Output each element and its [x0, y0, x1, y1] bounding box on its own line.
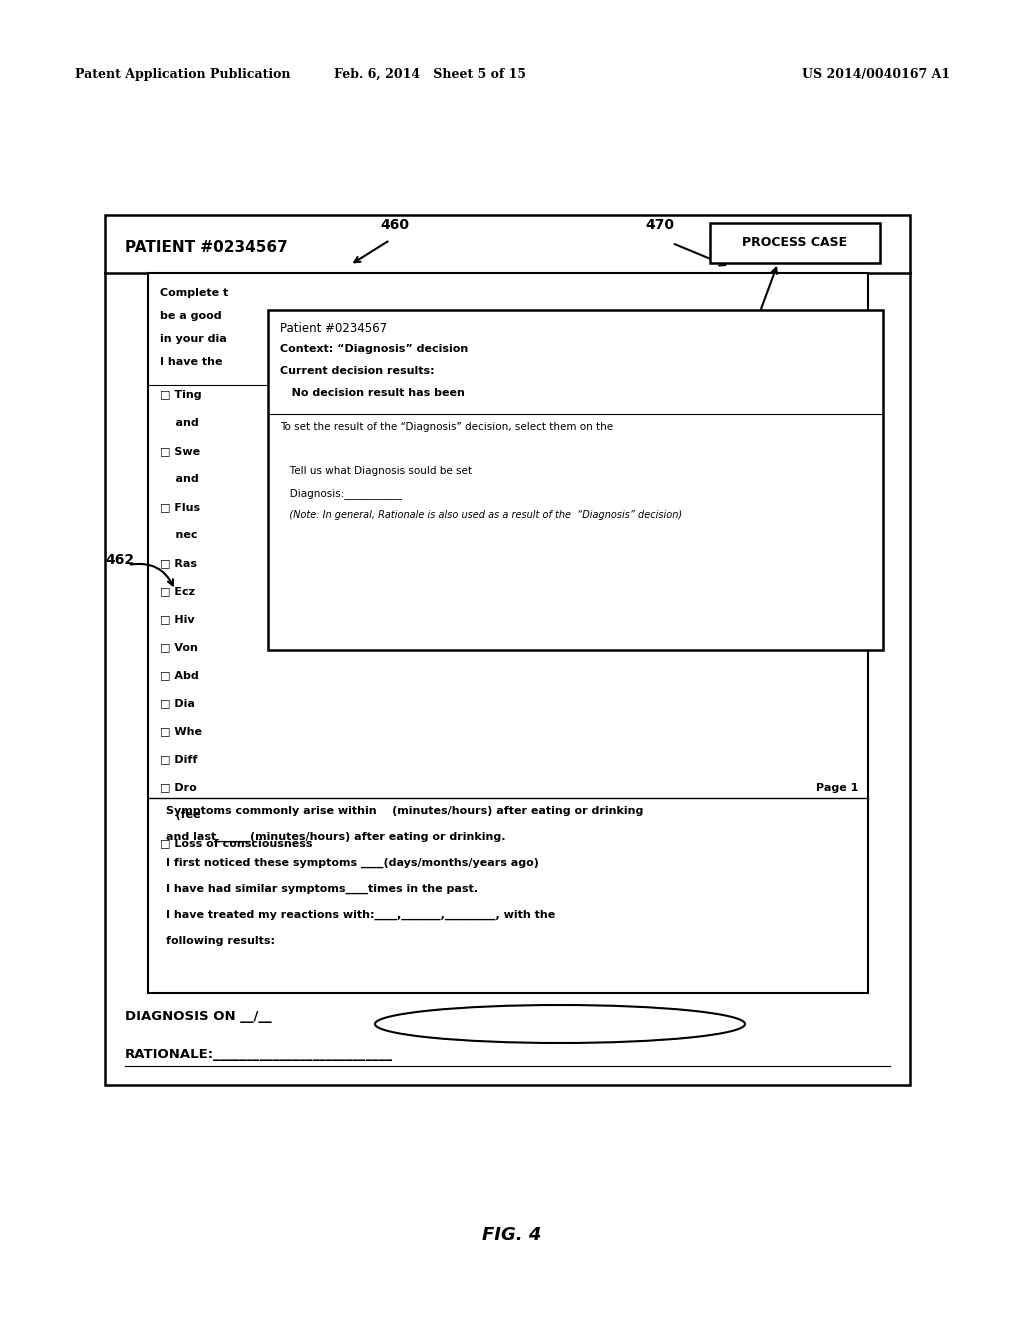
Text: I have treated my reactions with:____,_______,_________, with the: I have treated my reactions with:____,__… — [166, 909, 555, 920]
Text: To set the result of the “Diagnosis” decision, select them on the: To set the result of the “Diagnosis” dec… — [280, 422, 613, 432]
Bar — [268, 310, 883, 649]
Text: FIG. 4: FIG. 4 — [482, 1226, 542, 1243]
Bar — [105, 215, 910, 1085]
Text: Symptoms commonly arise within    (minutes/hours) after eating or drinking: Symptoms commonly arise within (minutes/… — [166, 807, 643, 816]
Text: □ Ras: □ Ras — [160, 558, 197, 568]
Text: Tell us what Diagnosis sould be set: Tell us what Diagnosis sould be set — [280, 466, 472, 477]
Text: PATIENT #0234567: PATIENT #0234567 — [125, 239, 288, 255]
Text: □ Hiv: □ Hiv — [160, 614, 195, 624]
Text: □ Dro: □ Dro — [160, 781, 197, 792]
Text: □ Ting: □ Ting — [160, 389, 202, 400]
Text: (fee: (fee — [160, 810, 201, 820]
Text: 470: 470 — [645, 218, 675, 232]
Text: Patent Application Publication: Patent Application Publication — [75, 69, 291, 81]
Text: (Note: In general, Rationale is also used as a result of the  “Diagnosis” decisi: (Note: In general, Rationale is also use… — [280, 510, 682, 520]
Text: □ Diff: □ Diff — [160, 754, 198, 764]
Text: following results:: following results: — [166, 936, 275, 946]
Text: Context: “Diagnosis” decision: Context: “Diagnosis” decision — [280, 345, 468, 354]
Text: Page 1: Page 1 — [816, 783, 858, 793]
Text: □ Ecz: □ Ecz — [160, 586, 195, 597]
Text: 462: 462 — [105, 553, 134, 568]
Text: □ Dia: □ Dia — [160, 698, 195, 708]
Text: Patient #0234567: Patient #0234567 — [280, 322, 387, 335]
Text: Diagnosis:___________: Diagnosis:___________ — [280, 488, 402, 499]
Text: RATIONALE:___________________________: RATIONALE:___________________________ — [125, 1048, 393, 1061]
Text: □ Whe: □ Whe — [160, 726, 202, 737]
Text: I have had similar symptoms____times in the past.: I have had similar symptoms____times in … — [166, 884, 478, 894]
Text: Current decision results:: Current decision results: — [280, 366, 434, 376]
Text: US 2014/0040167 A1: US 2014/0040167 A1 — [802, 69, 950, 81]
Text: and last______(minutes/hours) after eating or drinking.: and last______(minutes/hours) after eati… — [166, 832, 506, 842]
Ellipse shape — [375, 1005, 745, 1043]
Text: and: and — [160, 418, 199, 428]
Text: PROCESS CASE: PROCESS CASE — [742, 236, 848, 249]
Text: I first noticed these symptoms ____(days/months/years ago): I first noticed these symptoms ____(days… — [166, 858, 539, 869]
Text: DIAGNOSIS ON __/__: DIAGNOSIS ON __/__ — [125, 1010, 271, 1023]
Text: Complete t: Complete t — [160, 288, 228, 298]
Bar — [710, 223, 880, 263]
Text: Feb. 6, 2014   Sheet 5 of 15: Feb. 6, 2014 Sheet 5 of 15 — [334, 69, 526, 81]
Text: □ Loss of consciousness: □ Loss of consciousness — [160, 838, 312, 847]
Text: be a good: be a good — [160, 312, 225, 321]
Text: No decision result has been: No decision result has been — [280, 388, 465, 399]
Text: nec: nec — [160, 531, 198, 540]
Text: in your dia: in your dia — [160, 334, 226, 345]
Text: □ Swe: □ Swe — [160, 446, 200, 455]
Text: I have the: I have the — [160, 356, 222, 367]
Text: 460: 460 — [381, 218, 410, 232]
Text: □ Flus: □ Flus — [160, 502, 200, 512]
Bar — [148, 273, 868, 993]
Text: □ Von: □ Von — [160, 642, 198, 652]
Text: □ Abd: □ Abd — [160, 671, 199, 680]
Text: and: and — [160, 474, 199, 484]
